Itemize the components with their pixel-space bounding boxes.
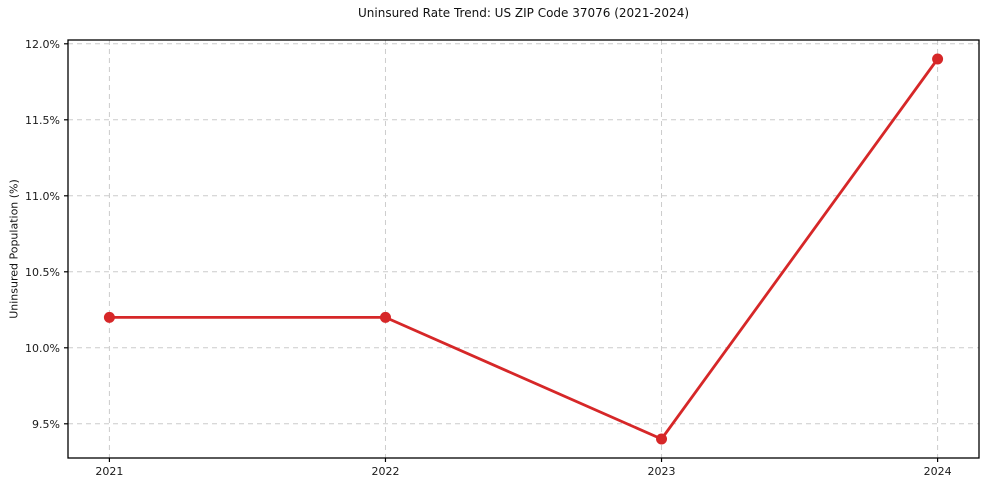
data-point-marker xyxy=(379,311,391,323)
y-tick-label: 10.0% xyxy=(25,342,60,355)
x-tick-label: 2022 xyxy=(371,465,399,478)
x-tick-label: 2023 xyxy=(648,465,676,478)
y-tick-label: 11.5% xyxy=(25,114,60,127)
trend-line xyxy=(108,57,939,441)
x-tick-label: 2021 xyxy=(95,465,123,478)
data-point-marker xyxy=(656,433,668,445)
data-point-marker xyxy=(932,53,944,65)
chart-title: Uninsured Rate Trend: US ZIP Code 37076 … xyxy=(357,6,690,20)
y-tick-label: 11.0% xyxy=(25,190,60,203)
y-tick-label: 10.5% xyxy=(25,266,60,279)
plot-border xyxy=(67,39,980,459)
data-point-marker xyxy=(103,311,115,323)
y-tick-label: 12.0% xyxy=(25,38,60,51)
y-tick-label: 9.5% xyxy=(32,418,60,431)
x-tick-label: 2024 xyxy=(924,465,952,478)
